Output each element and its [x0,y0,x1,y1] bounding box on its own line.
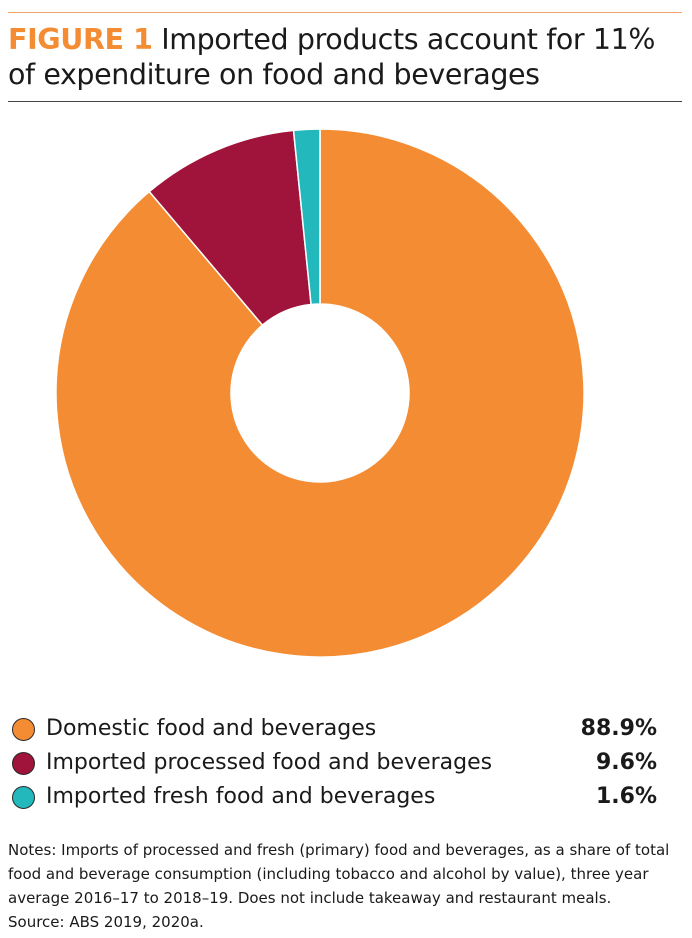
legend-swatch [12,752,35,775]
figure-title: FIGURE 1 Imported products account for 1… [8,22,684,92]
figure-label: FIGURE 1 [8,23,153,56]
slice-domestic [55,128,585,658]
legend-value: 9.6% [595,750,657,775]
figure-title-text: Imported products account for 11% of exp… [8,23,656,91]
slice-imported-fresh [292,128,321,306]
legend-label: Imported processed food and beverages [46,750,493,775]
legend-item-domestic: Domestic food and beverages 88.9% [12,712,657,746]
slice-imported-processed [148,129,312,327]
legend-item-imported-processed: Imported processed food and beverages 9.6… [12,746,657,780]
notes-text: Notes: Imports of processed and fresh (p… [8,841,670,907]
title-rule [8,101,682,102]
legend-item-imported-fresh: Imported fresh food and beverages 1.6% [12,780,657,814]
legend-value: 88.9% [580,716,657,741]
legend-swatch [12,786,35,809]
legend-value: 1.6% [595,784,657,809]
donut-chart [55,128,585,658]
legend-swatch [12,718,35,741]
legend-label: Domestic food and beverages [46,716,377,741]
legend: Domestic food and beverages 88.9% Imported… [12,712,657,814]
notes: Notes: Imports of processed and fresh (p… [8,838,688,934]
top-rule [8,12,682,13]
legend-label: Imported fresh food and beverages [46,784,436,809]
source-text: Source: ABS 2019, 2020a. [8,913,204,931]
